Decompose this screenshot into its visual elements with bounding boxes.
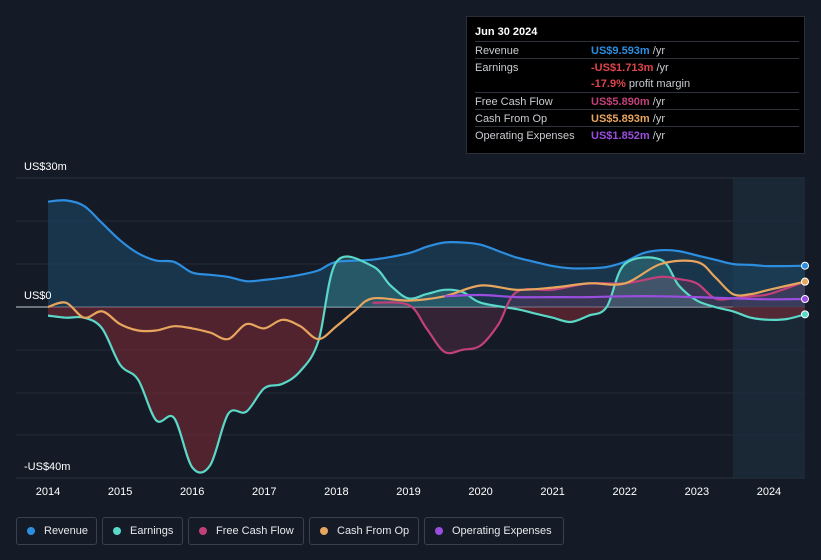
legend-label: Free Cash Flow [216,525,294,537]
series-areas [48,200,805,473]
x-tick-label: 2017 [252,486,276,498]
y-axis-label-top: US$30m [24,161,67,173]
legend-dot-icon [113,527,121,535]
x-tick-label: 2023 [685,486,709,498]
tooltip-value: US$5.890m /yr [591,96,666,108]
x-tick-label: 2014 [36,486,60,498]
data-tooltip: Jun 30 2024 Revenue US$9.593m /yr Earnin… [466,16,805,154]
legend-dot-icon [320,527,328,535]
legend-dot-icon [27,527,35,535]
x-tick-label: 2022 [613,486,637,498]
tooltip-row-free-cash-flow: Free Cash Flow US$5.890m /yr [475,92,799,109]
cash-from-op-end-point [801,277,809,286]
legend-dot-icon [199,527,207,535]
legend-item-free-cash-flow[interactable]: Free Cash Flow [188,517,304,545]
earnings-negative-area [48,307,805,473]
tooltip-value: US$5.893m /yr [591,113,666,125]
tooltip-date: Jun 30 2024 [475,26,538,38]
legend-label: Earnings [130,525,174,537]
tooltip-row-profit-margin: -17.9% profit margin [475,75,799,92]
x-tick-label: 2021 [540,486,564,498]
x-tick-label: 2018 [324,486,348,498]
legend-item-cash-from-op[interactable]: Cash From Op [309,517,419,545]
y-axis-label-zero: US$0 [24,290,52,302]
tooltip-label: Earnings [475,62,519,74]
earnings-end-point [801,310,809,319]
series-lines [47,199,806,474]
legend-label: Operating Expenses [452,525,552,537]
revenue-end-point [801,261,809,270]
x-tick-label: 2016 [180,486,204,498]
legend-label: Cash From Op [337,525,410,537]
y-axis-label-bottom: -US$40m [24,461,70,473]
tooltip-value: US$9.593m /yr [591,45,666,57]
tooltip-value: -17.9% profit margin [591,78,691,90]
legend-item-revenue[interactable]: Revenue [16,517,97,545]
x-tick-label: 2020 [468,486,492,498]
earnings-positive-area [48,256,805,307]
tooltip-label: Cash From Op [475,113,548,125]
tooltip-row-earnings: Earnings -US$1.713m /yr [475,58,799,75]
x-tick-label: 2015 [108,486,132,498]
free-cash-flow-area [372,276,805,354]
earnings-line [47,255,806,474]
forecast-highlight-band [732,178,805,478]
operating-expenses-line [444,293,806,301]
series-end-dots [801,261,809,319]
legend-dot-icon [435,527,443,535]
tooltip-label: Free Cash Flow [475,96,553,108]
tooltip-label: Revenue [475,45,520,57]
tooltip-label: Operating Expenses [475,130,575,142]
tooltip-value: -US$1.713m /yr [591,62,669,74]
tooltip-row-operating-expenses: Operating Expenses US$1.852m /yr [475,126,799,143]
x-tick-label: 2024 [757,486,781,498]
operating-expenses-end-point [801,295,809,304]
legend-item-operating-expenses[interactable]: Operating Expenses [424,517,564,545]
x-axis-ticks: 2014 2015 2016 2017 2018 2019 2020 2021 2022 2023… [36,486,781,498]
tooltip-value: US$1.852m /yr [591,130,666,142]
tooltip-row-revenue: Revenue US$9.593m /yr [475,41,799,58]
legend-item-earnings[interactable]: Earnings [102,517,183,545]
legend-label: Revenue [44,525,89,537]
revenue-line [47,199,806,283]
cash-from-op-line [47,259,806,341]
tooltip-row-cash-from-op: Cash From Op US$5.893m /yr [475,109,799,126]
x-tick-label: 2019 [396,486,420,498]
